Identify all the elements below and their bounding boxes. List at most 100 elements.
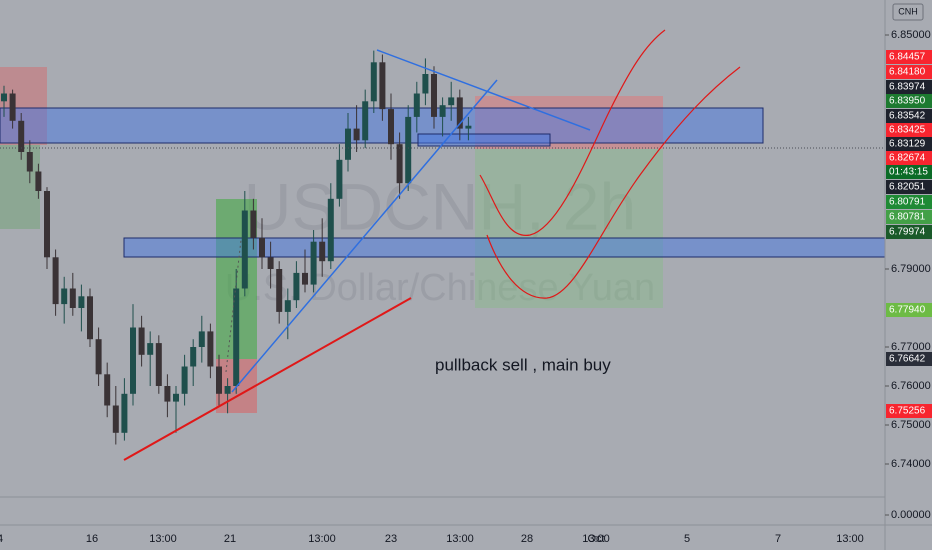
y-tick-label: 6.79000	[891, 263, 931, 275]
price-tag-label: 01:43:15	[889, 167, 928, 178]
x-tick-label: Oct	[587, 533, 604, 545]
price-tag-label: 6.82674	[889, 153, 926, 164]
y-tick-label: 6.76000	[891, 380, 931, 392]
price-tag	[886, 151, 932, 165]
y-tick-label: 6.75000	[891, 419, 931, 431]
candle-body	[327, 198, 334, 262]
candle-body	[18, 120, 25, 152]
drawings: pullback sell , main buy	[0, 29, 885, 461]
x-tick-label: 14	[0, 533, 3, 545]
price-tag-label: 6.84457	[889, 52, 926, 63]
candle-body	[155, 343, 162, 386]
candle-body	[396, 144, 403, 184]
candle-body	[207, 331, 214, 367]
candle-body	[345, 128, 351, 160]
x-tick-label: 23	[385, 533, 397, 545]
candle-body	[353, 128, 360, 141]
candle-body	[61, 288, 68, 305]
reward-box	[0, 145, 40, 229]
price-tag-label: 6.79974	[889, 227, 926, 238]
watermark-title: USDCNH, 2h	[244, 169, 636, 243]
price-tag-label: 6.76642	[889, 354, 926, 365]
x-tick-label: 28	[521, 533, 533, 545]
trend-line	[231, 79, 498, 393]
candle-body	[336, 159, 343, 199]
candle-body	[241, 210, 248, 289]
candle-body	[52, 257, 59, 305]
candle-body	[439, 105, 446, 117]
candle-body	[130, 327, 136, 394]
trend-line	[123, 297, 412, 461]
x-tick-label: 7	[775, 533, 781, 545]
candle-body	[198, 331, 205, 347]
projection-curve	[479, 29, 666, 236]
candle-body	[413, 93, 420, 117]
zone-box	[0, 107, 764, 144]
candle-body	[422, 74, 429, 94]
x-tick-label: 5	[684, 533, 690, 545]
candle-body	[302, 272, 308, 285]
projection-curve	[486, 66, 741, 299]
zone-box	[123, 237, 886, 258]
candle-body	[431, 74, 437, 117]
drawings	[0, 67, 886, 413]
price-tag	[886, 123, 932, 137]
annotation: pullback sell , main buy	[435, 355, 611, 374]
price-tag-label: 6.84180	[889, 67, 926, 78]
zone-box	[417, 133, 551, 147]
candle-body	[35, 171, 42, 191]
price-tag	[886, 352, 932, 366]
candle-body	[173, 393, 179, 402]
reward-box	[475, 149, 663, 308]
candle-body	[250, 210, 257, 238]
candle-body	[448, 97, 455, 106]
candle-body	[293, 272, 300, 301]
x-tick-label: 21	[224, 533, 236, 545]
candle-body	[9, 93, 16, 121]
y-tick-label: 0.00000	[891, 509, 931, 521]
price-tag-label: 6.82051	[889, 182, 926, 193]
price-tag	[886, 404, 932, 418]
symbol: CNH	[898, 6, 918, 16]
candle-body	[87, 296, 93, 340]
price-tag	[886, 80, 932, 94]
candle-body	[259, 237, 265, 258]
price-tag-label: 6.83974	[889, 82, 926, 93]
price-tag-label: 6.83542	[889, 111, 926, 122]
price-tag-label: 6.75256	[889, 406, 926, 417]
x-tick-label: 13:00	[308, 533, 336, 545]
candle-body	[44, 191, 50, 258]
price-tag	[886, 210, 932, 224]
price-tag-label: 6.77940	[889, 305, 926, 316]
candle-body	[284, 300, 291, 312]
price-tag	[886, 94, 932, 108]
candle-body	[405, 116, 412, 184]
candle-body	[121, 393, 128, 433]
candle-body	[370, 62, 377, 102]
price-tag	[886, 109, 932, 123]
price-tag	[886, 303, 932, 317]
trend-line	[376, 49, 591, 131]
price-tag	[886, 50, 932, 64]
y-tick-label: 6.74000	[891, 458, 931, 470]
y-tick-label: 6.77000	[891, 341, 931, 353]
y-tick-label: 6.85000	[891, 29, 931, 41]
candle-body	[138, 327, 145, 355]
candle-body	[26, 152, 33, 172]
price-tag-label: 6.83129	[889, 139, 926, 150]
candle-body	[69, 288, 76, 308]
axes: 6.85000 6.79000 6.77000 6.76000 6.75000 6.740…	[0, 29, 932, 545]
candles	[1, 50, 472, 445]
x-tick-label: 13:00	[582, 533, 610, 545]
price-tag	[886, 180, 932, 194]
candle-body	[224, 386, 231, 394]
candle-body	[276, 269, 283, 312]
candle-body	[164, 386, 171, 402]
x-tick-label: 16	[86, 533, 98, 545]
candle-body	[104, 374, 111, 406]
candle-body	[216, 366, 222, 394]
price-tag-label: 6.80781	[889, 212, 926, 223]
candle-body	[95, 339, 102, 375]
